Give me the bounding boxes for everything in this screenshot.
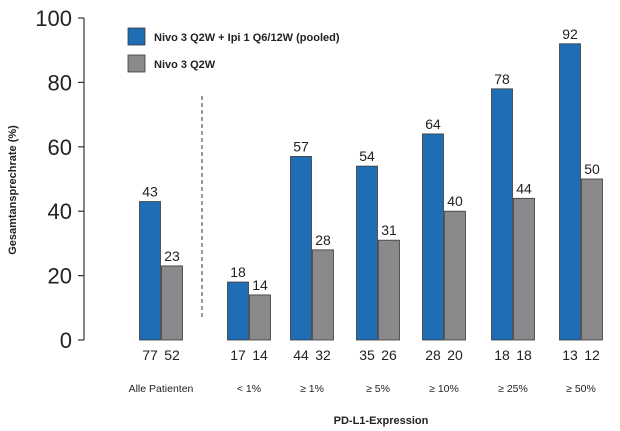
legend-swatch <box>127 54 146 73</box>
bar-mono <box>378 239 400 341</box>
n-label: 28 <box>425 347 441 363</box>
n-label: 17 <box>230 347 246 363</box>
bar-value-label: 78 <box>494 71 510 87</box>
n-label: 26 <box>381 347 397 363</box>
n-label: 77 <box>142 347 158 363</box>
y-tick-label: 100 <box>35 6 72 31</box>
bar-mono <box>581 178 603 341</box>
bar-combo <box>227 281 249 341</box>
bar-value-label: 40 <box>447 193 463 209</box>
category-labels: Alle Patienten < 1% ≥ 1% ≥ 5% ≥ 10% ≥ 25% ≥ 50… <box>129 383 596 395</box>
bar-mono <box>161 265 183 341</box>
bar-combo <box>139 201 161 341</box>
n-label: 14 <box>252 347 268 363</box>
bar-value-label: 18 <box>230 264 246 280</box>
category-label: ≥ 50% <box>566 383 596 395</box>
category-label: ≥ 5% <box>366 383 390 395</box>
n-label: 13 <box>562 347 578 363</box>
y-tick-label: 80 <box>48 70 72 95</box>
legend-label: Nivo 3 Q2W <box>154 59 216 71</box>
n-label: 52 <box>164 347 180 363</box>
legend: Nivo 3 Q2W + Ipi 1 Q6/12W (pooled) Nivo 3… <box>127 27 340 73</box>
bars <box>139 43 603 341</box>
y-axis: 0 20 40 60 80 100 <box>35 6 85 353</box>
n-label: 12 <box>584 347 600 363</box>
bar-value-label: 50 <box>584 161 600 177</box>
bar-combo <box>422 133 444 341</box>
n-label: 20 <box>447 347 463 363</box>
bar-combo <box>559 43 581 341</box>
y-tick-label: 20 <box>48 264 72 289</box>
bar-mono <box>513 197 535 341</box>
bar-combo <box>491 88 513 341</box>
bar-value-label: 43 <box>142 184 158 200</box>
bar-value-label: 64 <box>425 116 441 132</box>
n-label: 18 <box>516 347 532 363</box>
bar-value-label: 92 <box>562 26 578 42</box>
bar-value-label: 54 <box>359 148 375 164</box>
legend-swatch <box>127 27 146 46</box>
category-label: Alle Patienten <box>129 383 194 395</box>
bar-value-label: 31 <box>381 222 397 238</box>
n-label: 18 <box>494 347 510 363</box>
bar-mono <box>249 294 271 341</box>
legend-label: Nivo 3 Q2W + Ipi 1 Q6/12W (pooled) <box>154 32 340 44</box>
category-label: ≥ 1% <box>300 383 324 395</box>
value-labels: 43 23 18 14 57 28 54 31 64 40 78 44 92 50 <box>142 26 600 293</box>
category-label: ≥ 25% <box>498 383 528 395</box>
bar-combo <box>356 165 378 341</box>
y-tick-label: 0 <box>60 328 72 353</box>
y-tick-label: 60 <box>48 135 72 160</box>
n-label: 35 <box>359 347 375 363</box>
bar-combo <box>290 156 312 341</box>
n-label: 44 <box>293 347 309 363</box>
bar-value-label: 57 <box>293 138 309 154</box>
bar-value-label: 28 <box>315 232 331 248</box>
bar-value-label: 44 <box>516 180 532 196</box>
bar-mono <box>444 210 466 341</box>
y-axis-title: Gesamtansprechrate (%) <box>7 125 19 255</box>
bar-value-label: 14 <box>252 277 268 293</box>
category-label: < 1% <box>237 383 261 395</box>
y-tick-label: 40 <box>48 199 72 224</box>
bar-mono <box>312 249 334 341</box>
n-label: 32 <box>315 347 331 363</box>
x-axis-title: PD-L1-Expression <box>334 415 429 427</box>
n-labels: 77 52 17 14 44 32 35 26 28 20 18 18 13 12 <box>142 347 600 363</box>
bar-value-label: 23 <box>164 248 180 264</box>
category-label: ≥ 10% <box>429 383 459 395</box>
